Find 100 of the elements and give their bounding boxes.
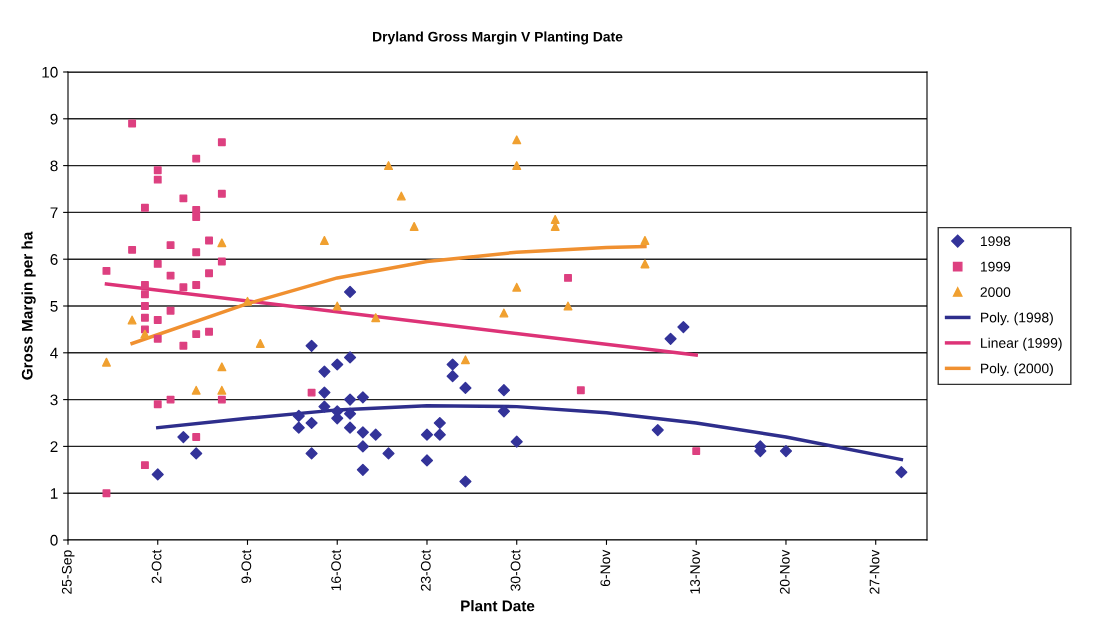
- point: [192, 433, 201, 441]
- y-tick-label: 6: [50, 254, 58, 265]
- y-tick-label: 7: [50, 207, 58, 218]
- x-tick-label: 16-Oct: [331, 549, 341, 591]
- point: [433, 428, 446, 441]
- point: [217, 138, 226, 147]
- point: [384, 161, 394, 171]
- point: [217, 385, 227, 395]
- point: [331, 358, 344, 371]
- point: [779, 445, 793, 458]
- point: [343, 393, 357, 406]
- point: [343, 407, 357, 420]
- y-tick-label: 4: [50, 347, 58, 359]
- point: [512, 282, 522, 292]
- point: [177, 430, 190, 444]
- x-tick-label: 20-Nov: [779, 549, 790, 594]
- point: [192, 154, 201, 163]
- point: [895, 466, 908, 479]
- point: [305, 447, 318, 460]
- point: [140, 280, 149, 289]
- chart-title: Dryland Gross Margin V Planting Date: [373, 31, 623, 45]
- point: [510, 435, 523, 448]
- point: [191, 385, 201, 395]
- point: [409, 221, 419, 231]
- point: [192, 213, 201, 222]
- point: [153, 334, 162, 343]
- x-axis-title: Plant Date: [461, 600, 535, 612]
- point: [433, 416, 446, 430]
- point: [153, 316, 162, 324]
- point: [153, 175, 162, 184]
- point: [651, 423, 664, 437]
- point: [512, 161, 522, 171]
- y-tick-label: 10: [42, 66, 58, 78]
- point: [192, 248, 201, 257]
- point: [356, 391, 369, 404]
- point: [305, 416, 318, 430]
- point: [140, 203, 149, 212]
- point: [319, 235, 329, 245]
- point: [420, 428, 434, 441]
- point: [382, 447, 395, 460]
- point: [332, 301, 342, 311]
- point: [217, 395, 226, 404]
- point: [205, 269, 213, 278]
- point: [140, 290, 149, 299]
- point: [446, 358, 459, 371]
- point: [242, 296, 252, 306]
- point: [318, 365, 331, 378]
- point: [512, 135, 522, 145]
- x-tick-label: 27-Nov: [869, 549, 880, 594]
- point: [292, 409, 305, 423]
- legend-label: Poly. (2000): [981, 363, 1053, 377]
- point: [343, 351, 357, 364]
- point: [459, 381, 472, 394]
- point: [371, 313, 381, 323]
- point: [153, 259, 162, 268]
- point: [102, 489, 111, 498]
- point: [692, 447, 701, 456]
- point: [153, 400, 162, 409]
- point: [343, 285, 357, 299]
- point: [205, 327, 213, 336]
- y-tick-label: 1: [50, 488, 58, 499]
- point: [356, 426, 369, 439]
- y-tick-label: 9: [50, 113, 58, 125]
- point: [307, 388, 316, 397]
- x-tick-label: 30-Oct: [510, 549, 521, 591]
- point: [166, 271, 175, 280]
- point: [153, 166, 162, 175]
- point: [677, 320, 690, 334]
- y-axis-title: Gross Margin per ha: [21, 231, 36, 380]
- point: [190, 447, 203, 460]
- point: [356, 463, 369, 476]
- point: [497, 384, 510, 397]
- y-tick-label: 0: [50, 534, 58, 546]
- point: [305, 339, 318, 352]
- point: [217, 238, 227, 248]
- x-tick-label: 6-Nov: [600, 549, 611, 587]
- point: [292, 421, 305, 434]
- point: [179, 283, 188, 292]
- point: [140, 329, 150, 339]
- x-tick-label: 2-Oct: [151, 549, 162, 583]
- point: [420, 454, 434, 467]
- point: [166, 241, 175, 250]
- point: [179, 341, 188, 350]
- x-tick-label: 25-Sep: [61, 550, 75, 594]
- point: [318, 386, 331, 399]
- point: [192, 206, 201, 215]
- point: [356, 440, 369, 453]
- point: [318, 400, 331, 413]
- point: [460, 355, 470, 365]
- point: [343, 421, 357, 434]
- point: [255, 338, 265, 348]
- point: [127, 315, 137, 325]
- x-tick-label: 9-Oct: [241, 549, 252, 584]
- point: [217, 362, 227, 372]
- point: [101, 357, 111, 367]
- point: [140, 313, 149, 322]
- y-tick-label: 5: [50, 301, 58, 312]
- y-tick-label: 2: [50, 441, 58, 452]
- x-tick-label: 13-Nov: [690, 549, 700, 594]
- point: [102, 266, 111, 275]
